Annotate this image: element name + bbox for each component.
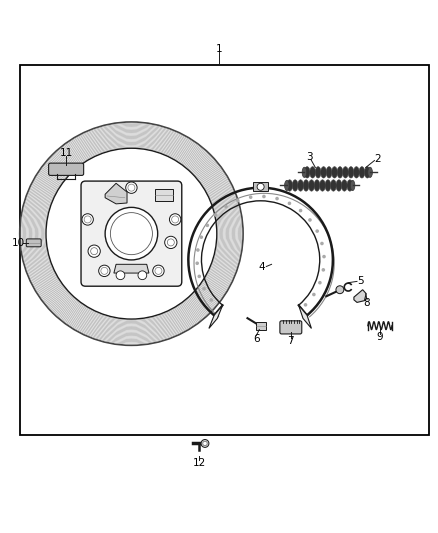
Circle shape [257, 183, 264, 190]
Bar [20, 65, 429, 435]
FancyBboxPatch shape [26, 239, 41, 247]
Ellipse shape [332, 167, 337, 178]
Ellipse shape [331, 180, 336, 191]
Polygon shape [114, 264, 149, 273]
Ellipse shape [347, 180, 353, 191]
Circle shape [82, 214, 93, 225]
FancyBboxPatch shape [81, 181, 182, 286]
Circle shape [91, 248, 98, 255]
Ellipse shape [350, 180, 355, 191]
FancyBboxPatch shape [49, 163, 84, 175]
Circle shape [300, 209, 302, 212]
Circle shape [167, 239, 174, 246]
Text: 12: 12 [193, 458, 206, 468]
Ellipse shape [287, 180, 293, 191]
Ellipse shape [368, 167, 372, 177]
Circle shape [304, 304, 307, 306]
Circle shape [165, 236, 177, 248]
Circle shape [336, 286, 344, 294]
Ellipse shape [326, 167, 332, 178]
Ellipse shape [285, 180, 289, 191]
Text: 8: 8 [364, 298, 371, 308]
Circle shape [155, 268, 162, 274]
Circle shape [313, 294, 315, 296]
Ellipse shape [315, 167, 321, 178]
FancyBboxPatch shape [280, 321, 302, 334]
Circle shape [170, 214, 181, 225]
Text: 10: 10 [12, 238, 25, 248]
Circle shape [323, 255, 325, 257]
Circle shape [172, 216, 179, 223]
Ellipse shape [314, 180, 320, 191]
Ellipse shape [359, 167, 365, 178]
Circle shape [250, 196, 252, 198]
Circle shape [321, 243, 323, 245]
Ellipse shape [310, 167, 315, 178]
Ellipse shape [304, 167, 310, 178]
Polygon shape [299, 305, 311, 328]
Ellipse shape [348, 167, 354, 178]
Circle shape [316, 230, 318, 232]
Circle shape [225, 206, 227, 208]
Circle shape [276, 198, 278, 200]
Circle shape [153, 265, 164, 277]
Circle shape [203, 288, 205, 290]
Ellipse shape [298, 180, 304, 191]
Circle shape [237, 199, 239, 201]
Text: 11: 11 [60, 148, 73, 158]
Circle shape [201, 440, 209, 447]
Circle shape [215, 214, 217, 216]
Text: 3: 3 [306, 152, 313, 162]
Circle shape [203, 441, 207, 446]
Bar [253, 182, 268, 191]
Text: 7: 7 [287, 336, 294, 346]
Circle shape [105, 207, 158, 260]
Bar [256, 322, 266, 329]
Circle shape [263, 196, 265, 198]
Text: 2: 2 [374, 154, 381, 164]
Circle shape [128, 184, 135, 191]
Polygon shape [354, 290, 366, 302]
Circle shape [88, 245, 100, 257]
Ellipse shape [303, 180, 309, 191]
Circle shape [206, 224, 208, 227]
Circle shape [309, 219, 311, 221]
Ellipse shape [320, 180, 325, 191]
Circle shape [138, 271, 147, 280]
Text: 5: 5 [357, 276, 364, 286]
Text: 9: 9 [377, 332, 384, 342]
Ellipse shape [343, 167, 348, 178]
Circle shape [200, 236, 202, 238]
Circle shape [116, 271, 125, 280]
Circle shape [84, 216, 91, 223]
Circle shape [46, 148, 217, 319]
Circle shape [110, 213, 152, 255]
Circle shape [198, 275, 200, 278]
Polygon shape [209, 305, 223, 328]
Circle shape [101, 268, 108, 274]
Circle shape [322, 269, 325, 271]
Ellipse shape [302, 167, 307, 177]
Circle shape [288, 202, 290, 205]
Circle shape [196, 262, 198, 264]
Ellipse shape [353, 167, 359, 178]
Ellipse shape [292, 180, 298, 191]
Ellipse shape [364, 167, 370, 178]
Polygon shape [105, 183, 127, 204]
Ellipse shape [309, 180, 314, 191]
Circle shape [99, 265, 110, 277]
Ellipse shape [342, 180, 347, 191]
Circle shape [319, 281, 321, 284]
Text: 4: 4 [258, 262, 265, 271]
Text: 1: 1 [215, 44, 223, 54]
Text: 6: 6 [253, 334, 260, 344]
Circle shape [126, 182, 137, 193]
Circle shape [197, 249, 199, 251]
Ellipse shape [337, 167, 343, 178]
Ellipse shape [325, 180, 331, 191]
Circle shape [210, 299, 212, 301]
Ellipse shape [336, 180, 342, 191]
Bar [155, 189, 173, 201]
Ellipse shape [321, 167, 326, 178]
